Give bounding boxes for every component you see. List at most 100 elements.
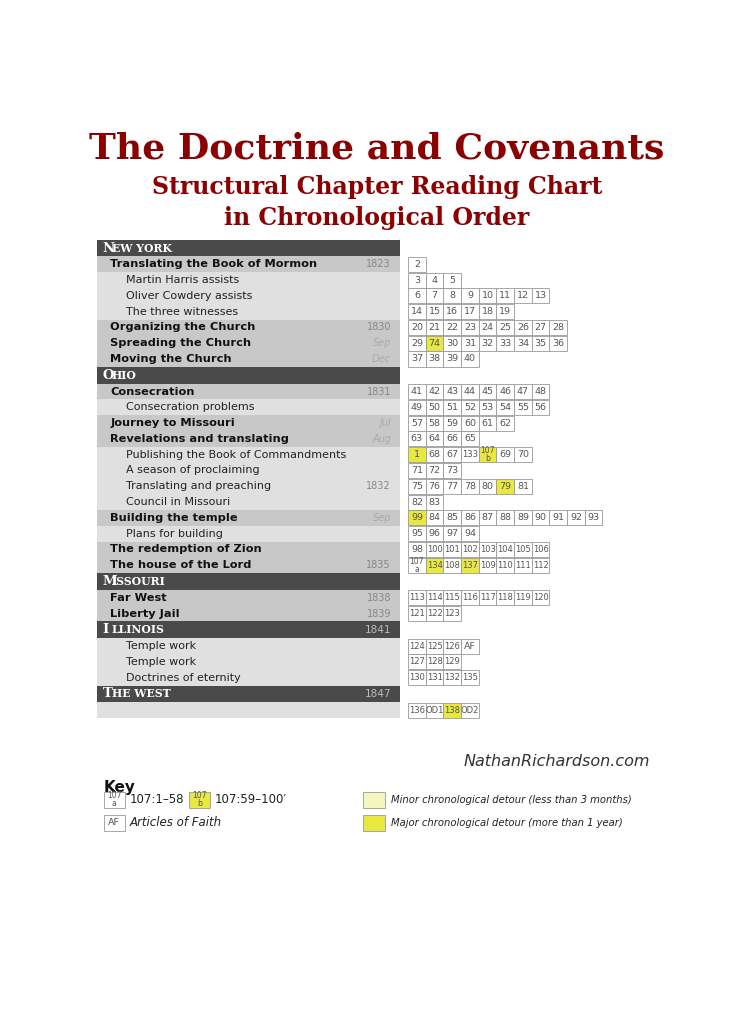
Text: 3: 3 [414,276,420,284]
Bar [408,273,426,287]
Text: 1: 1 [414,451,420,459]
Text: 29: 29 [411,339,423,348]
Text: Far West: Far West [110,593,167,603]
Text: 134: 134 [426,560,442,569]
Bar [408,511,426,526]
Text: 10: 10 [481,291,494,300]
Bar [426,655,443,670]
Text: 1831: 1831 [367,387,391,397]
Text: 92: 92 [570,514,582,523]
Text: Consecration problems: Consecration problems [126,402,254,412]
Text: 89: 89 [517,514,529,523]
Bar [96,447,400,463]
Text: Consecration: Consecration [110,387,195,397]
Text: 125: 125 [427,641,442,651]
Text: 42: 42 [429,387,440,396]
Text: 36: 36 [552,339,564,348]
Text: 28: 28 [552,323,564,332]
Bar [443,351,461,366]
Text: 114: 114 [427,594,442,602]
Bar [461,400,478,415]
Text: HE WEST: HE WEST [112,688,171,699]
Text: 130: 130 [409,673,425,682]
Bar [426,702,443,718]
Text: Structural Chapter Reading Chart: Structural Chapter Reading Chart [151,175,602,199]
Bar [426,542,443,557]
Text: 74: 74 [429,339,440,348]
Text: 138: 138 [444,705,460,715]
Text: Liberty Jail: Liberty Jail [110,609,180,618]
Bar [478,511,496,526]
Text: 80: 80 [481,482,494,491]
Bar [461,384,478,399]
Text: 132: 132 [445,673,460,682]
Bar [478,542,496,557]
Bar [496,304,514,319]
Bar [550,511,567,526]
Text: 71: 71 [411,466,423,475]
Text: 8: 8 [449,291,455,300]
Bar [408,351,426,366]
Bar [96,606,400,621]
Bar [478,288,496,303]
Bar [408,557,426,572]
Text: Martin Harris assists: Martin Harris assists [126,275,239,285]
Text: 77: 77 [446,482,458,491]
Text: 87: 87 [481,514,494,523]
Bar [408,384,426,399]
Text: Dec: Dec [372,354,391,364]
Text: 129: 129 [445,658,460,667]
Bar [478,479,496,493]
Text: 1830: 1830 [367,323,391,333]
Bar [461,448,478,462]
Text: M: M [103,574,118,588]
Bar [461,702,478,718]
Bar [496,591,514,605]
Bar [96,526,400,542]
Text: 90: 90 [534,514,547,523]
Text: AF: AF [464,641,476,651]
Text: 107
a: 107 a [409,556,424,573]
Bar [461,320,478,335]
Bar [96,557,400,573]
Text: Articles of Faith: Articles of Faith [130,816,222,829]
Bar [96,257,400,272]
Bar [96,431,400,447]
Text: 95: 95 [411,529,423,538]
Bar [408,448,426,462]
Bar [408,526,426,541]
Text: 111: 111 [515,560,531,569]
Text: 26: 26 [517,323,529,332]
Bar [408,542,426,557]
Bar [461,479,478,493]
Text: 105: 105 [515,545,531,554]
Bar [514,557,531,572]
Text: The redemption of Zion: The redemption of Zion [110,544,262,554]
Bar [531,591,550,605]
Text: 57: 57 [411,418,423,427]
Text: 44: 44 [464,387,476,396]
Text: N: N [103,242,115,255]
Bar [443,304,461,319]
Bar [443,542,461,557]
Bar [426,304,443,319]
Text: Oliver Cowdery assists: Oliver Cowdery assists [126,291,252,300]
Bar [461,591,478,605]
Bar [96,621,400,638]
Text: 1838: 1838 [367,593,391,603]
Text: 72: 72 [429,466,440,475]
Text: Spreading the Church: Spreading the Church [110,338,251,348]
Text: 49: 49 [411,403,423,412]
Bar [443,431,461,447]
Bar [531,288,550,303]
Text: 14: 14 [411,308,423,316]
Text: 16: 16 [446,308,458,316]
Bar [443,526,461,541]
Text: 67: 67 [446,451,458,459]
Text: EW YORK: EW YORK [112,243,172,254]
Bar [478,320,496,335]
Text: 23: 23 [464,323,476,332]
Text: 5: 5 [449,276,455,284]
Bar [426,494,443,510]
Text: Temple work: Temple work [126,641,196,652]
